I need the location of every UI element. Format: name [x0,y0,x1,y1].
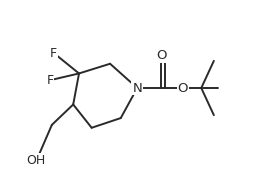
Text: F: F [50,47,57,60]
Text: OH: OH [27,154,46,167]
Text: N: N [132,81,142,95]
Text: O: O [156,49,167,62]
Text: O: O [178,81,188,95]
Text: F: F [46,74,53,87]
